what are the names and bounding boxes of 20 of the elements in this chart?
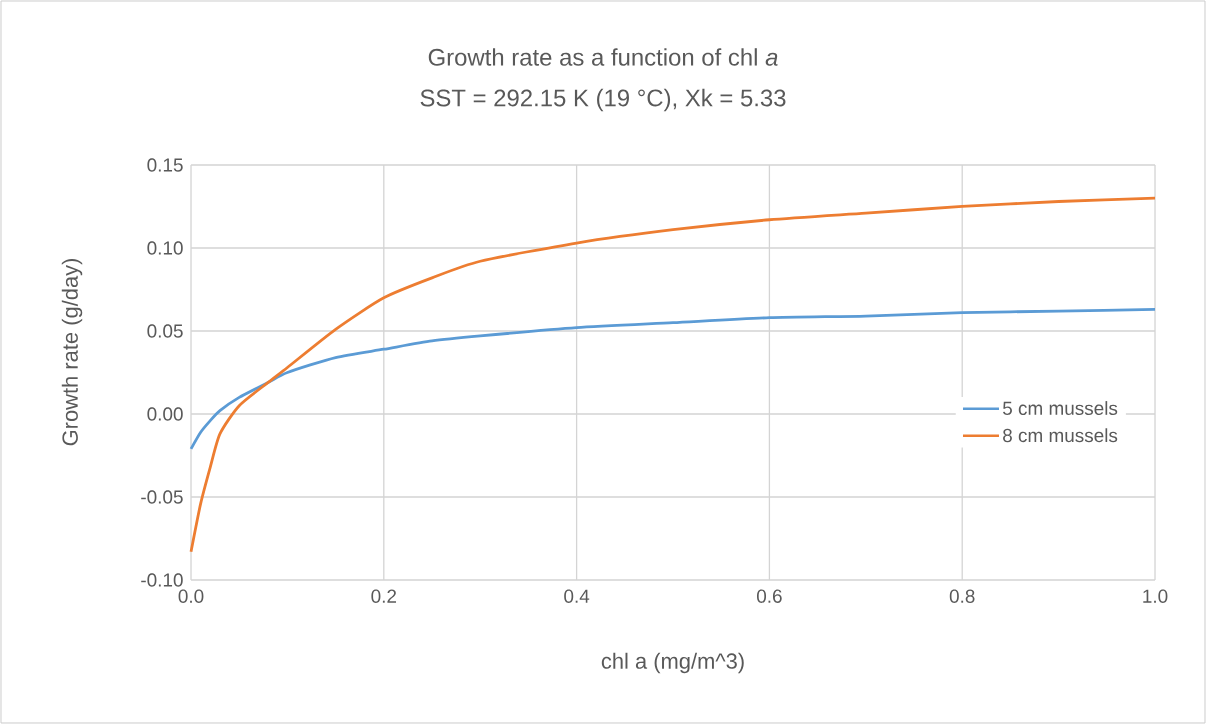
y-tick-label: 0.15: [147, 158, 183, 172]
legend-label: 8 cm mussels: [1003, 428, 1118, 443]
legend-label: 5 cm mussels: [1002, 401, 1118, 415]
chart-title: Growth rate as a function of chl a: [428, 48, 778, 66]
x-axis-title: chl a (mg/m^3): [601, 652, 744, 674]
x-tick-label: 0.8: [949, 589, 975, 603]
y-tick-label: 0.00: [147, 407, 183, 421]
y-tick-label: -0.05: [141, 490, 183, 504]
x-tick-label: 0.4: [564, 589, 590, 603]
x-tick-label: 0.2: [371, 589, 397, 603]
x-tick-label: 0.0: [178, 589, 204, 603]
y-tick-label: 0.05: [147, 324, 183, 338]
line-series: [189, 196, 1157, 554]
y-tick-label: -0.10: [141, 573, 183, 587]
y-tick-label: 0.10: [147, 241, 183, 255]
x-tick-label: 1.0: [1143, 589, 1168, 603]
y-axis-title: Growth rate (g/day): [61, 258, 83, 446]
chart-subtitle: SST = 292.15 K (19 °C), Xk = 5.33: [420, 88, 786, 112]
x-tick-label: 0.6: [756, 589, 782, 603]
line-series: [189, 308, 1157, 451]
